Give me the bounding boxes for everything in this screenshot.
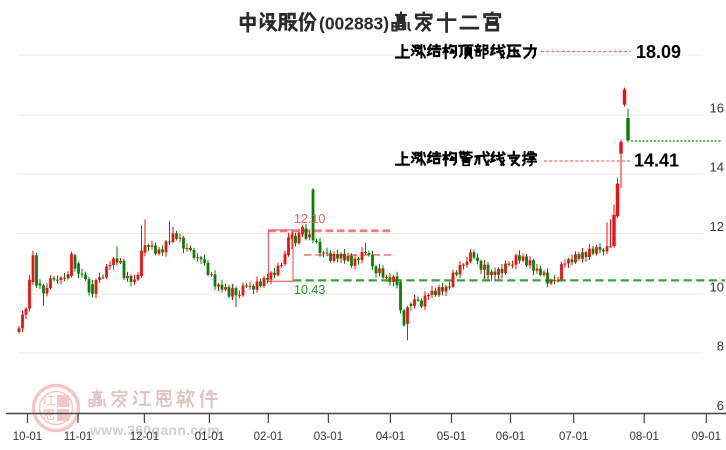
svg-text:12.10: 12.10 <box>294 212 325 226</box>
svg-text:12: 12 <box>710 219 724 234</box>
svg-text:14: 14 <box>710 160 724 175</box>
svg-text:10-01: 10-01 <box>13 431 42 443</box>
svg-text:11-01: 11-01 <box>64 431 93 443</box>
svg-text:6: 6 <box>717 398 724 413</box>
svg-text:12-01: 12-01 <box>130 431 159 443</box>
svg-text:(002883): (002883) <box>319 14 389 34</box>
svg-text:03-01: 03-01 <box>314 431 343 443</box>
svg-text:04-01: 04-01 <box>376 431 405 443</box>
svg-text:10.43: 10.43 <box>294 283 325 297</box>
svg-text:01-01: 01-01 <box>195 431 224 443</box>
svg-text:8: 8 <box>717 339 724 354</box>
svg-text:02-01: 02-01 <box>254 431 283 443</box>
svg-text:16: 16 <box>710 101 724 116</box>
svg-text:18.09: 18.09 <box>636 42 681 62</box>
svg-text:08-01: 08-01 <box>629 431 658 443</box>
svg-text:14.41: 14.41 <box>634 151 679 171</box>
svg-text:05-01: 05-01 <box>437 431 466 443</box>
svg-text:07-01: 07-01 <box>559 431 588 443</box>
svg-text:09-01: 09-01 <box>692 431 721 443</box>
svg-text:www.360gann.com: www.360gann.com <box>89 422 220 438</box>
svg-text:06-01: 06-01 <box>496 431 525 443</box>
svg-text:10: 10 <box>710 280 724 295</box>
